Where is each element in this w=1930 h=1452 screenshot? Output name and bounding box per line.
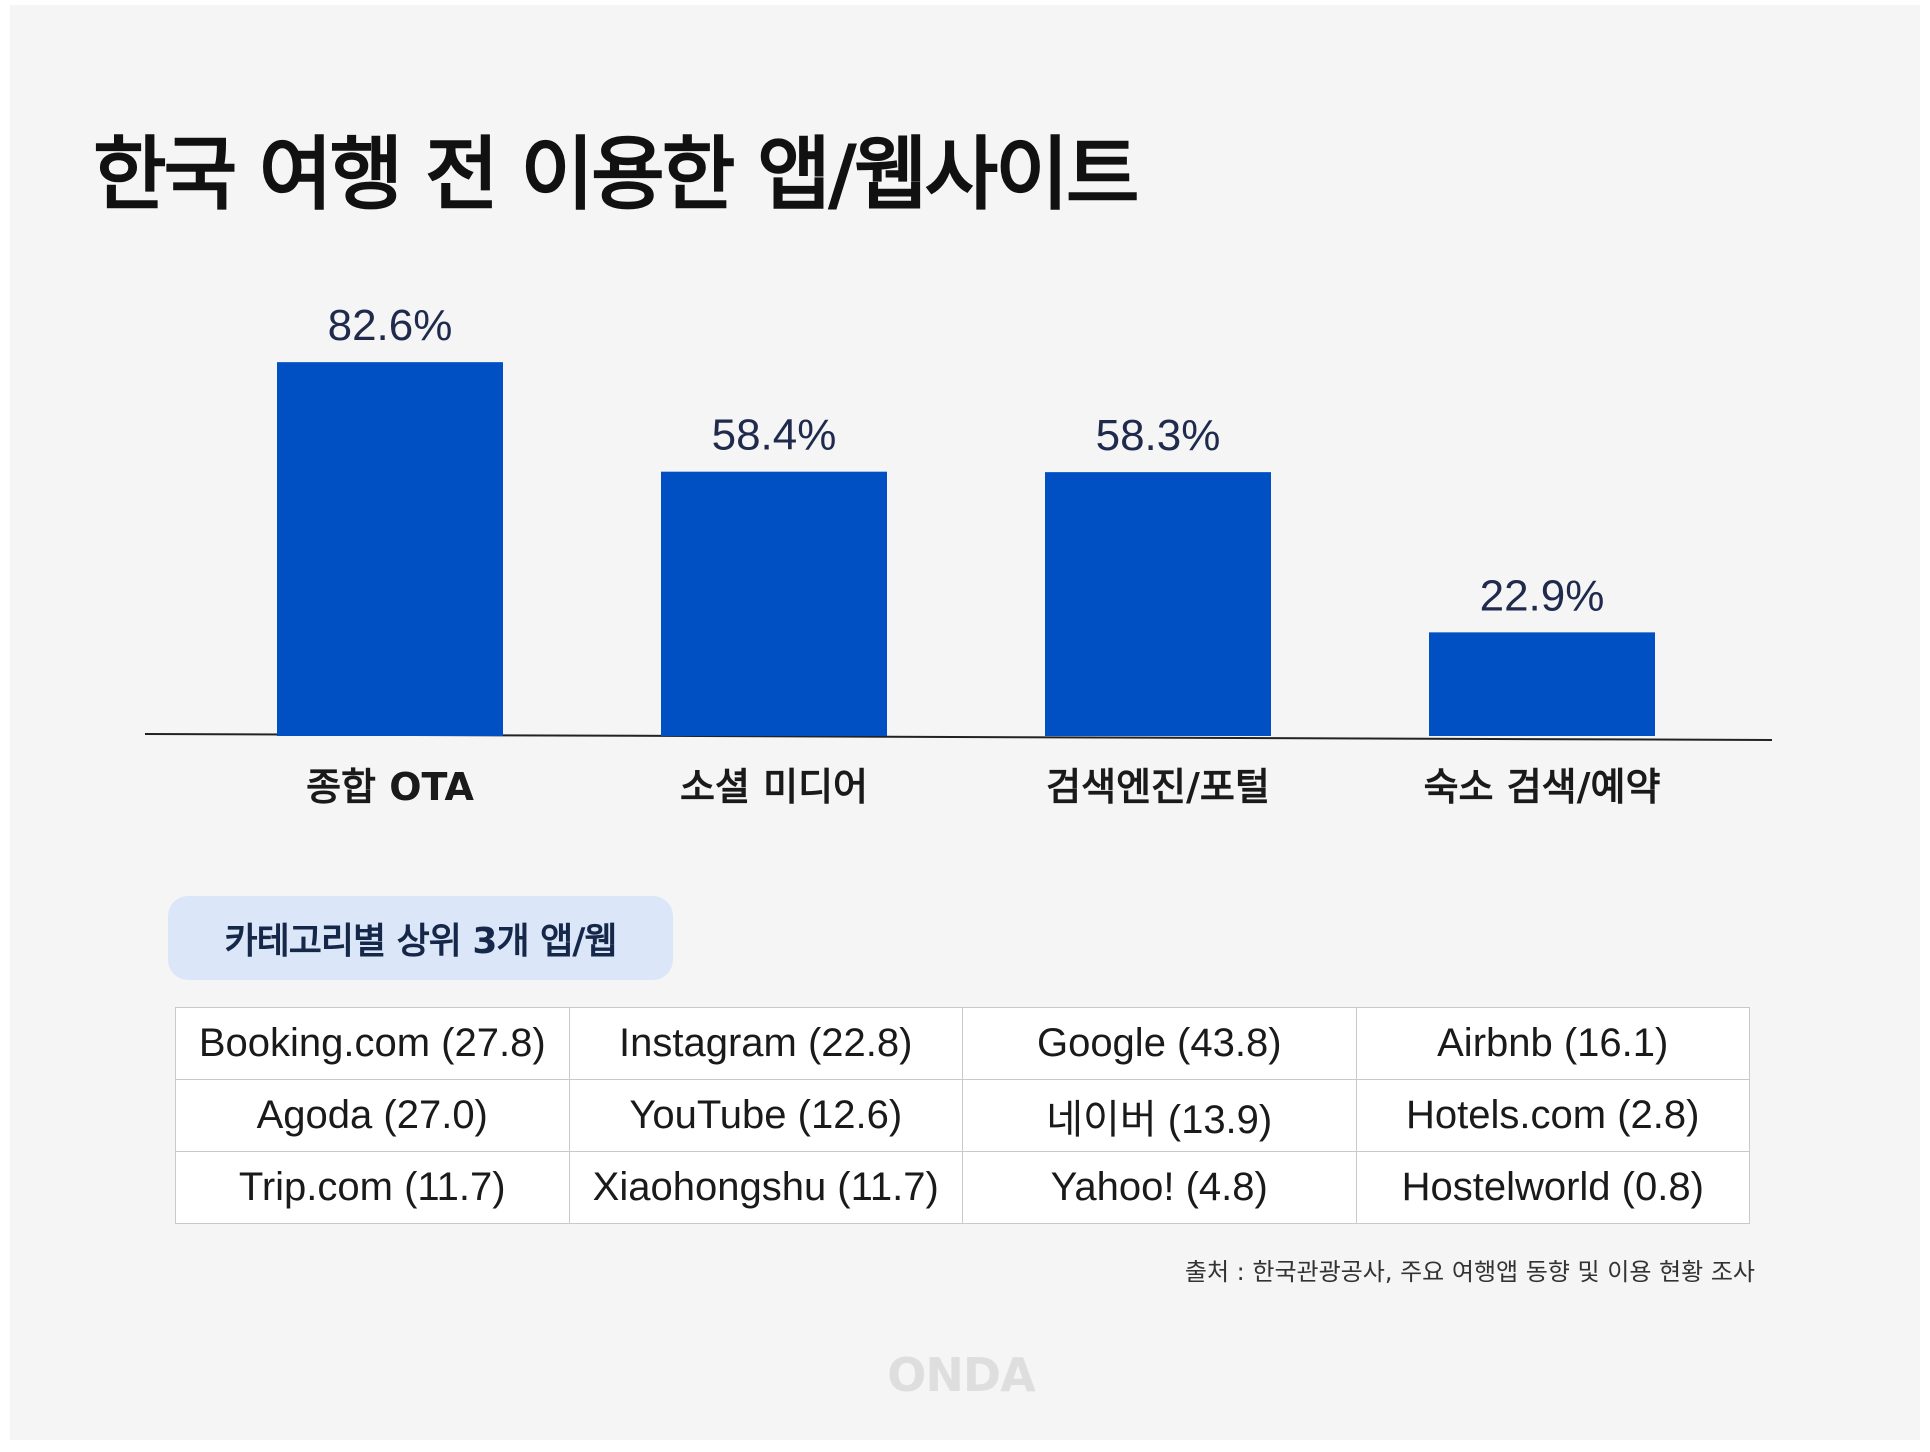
table-cell: Booking.com (27.8)	[175, 1007, 570, 1080]
table-cell: Hostelworld (0.8)	[1355, 1151, 1750, 1224]
category-labels-group: 종합 OTA 소셜 미디어 검색엔진/포털 숙소 검색/예약	[306, 765, 1660, 809]
bar-3	[1045, 472, 1271, 736]
bar-4	[1429, 632, 1655, 736]
table-cell: Xiaohongshu (11.7)	[568, 1151, 963, 1224]
table-header-pill: 카테고리별 상위 3개 앱/웹	[168, 896, 673, 980]
value-label-2: 58.4%	[712, 411, 837, 460]
table-cell: Yahoo! (4.8)	[962, 1151, 1357, 1224]
page-title: 한국 여행 전 이용한 앱/웹사이트	[93, 128, 1139, 221]
value-labels-group: 82.6% 58.4% 58.3% 22.9%	[328, 301, 1605, 620]
table-cell: Instagram (22.8)	[568, 1007, 963, 1080]
category-label-3: 검색엔진/포털	[1046, 765, 1270, 809]
bar-2	[661, 471, 887, 736]
bar-1	[277, 362, 503, 736]
value-label-3: 58.3%	[1096, 411, 1221, 460]
table-cell: Agoda (27.0)	[175, 1079, 570, 1152]
top-apps-table: Booking.com (27.8) Instagram (22.8) Google…	[175, 1007, 1750, 1224]
category-label-2: 소셜 미디어	[680, 765, 868, 809]
category-label-1: 종합 OTA	[306, 765, 474, 809]
category-label-4: 숙소 검색/예약	[1424, 765, 1661, 809]
table-row: Booking.com (27.8) Instagram (22.8) Google…	[175, 1007, 1750, 1080]
table-cell: Trip.com (11.7)	[175, 1151, 570, 1224]
table-cell: Airbnb (16.1)	[1355, 1007, 1750, 1080]
bars-group	[277, 362, 1655, 736]
value-label-1: 82.6%	[328, 301, 453, 350]
value-label-4: 22.9%	[1480, 571, 1605, 620]
table-cell: Google (43.8)	[962, 1007, 1357, 1080]
table-row: Trip.com (11.7) Xiaohongshu (11.7) Yahoo! …	[175, 1151, 1750, 1224]
table-cell: YouTube (12.6)	[568, 1079, 963, 1152]
table-cell: Hotels.com (2.8)	[1355, 1079, 1750, 1152]
table-cell: 네이버 (13.9)	[962, 1079, 1357, 1152]
onda-logo: ONDA	[887, 1348, 1035, 1402]
table-row: Agoda (27.0) YouTube (12.6) 네이버 (13.9) Hote…	[175, 1079, 1750, 1152]
bar-chart: 82.6% 58.4% 58.3% 22.9% 종합 OTA 소셜 미디어 검색엔진/포털…	[144, 301, 1773, 809]
source-note: 출처 : 한국관광공사, 주요 여행앱 동향 및 이용 현황 조사	[1184, 1258, 1755, 1286]
